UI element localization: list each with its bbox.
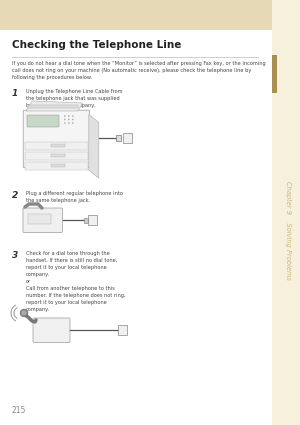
Text: 3: 3 [12,251,18,260]
Text: 215: 215 [12,406,26,415]
Circle shape [22,311,26,315]
Bar [51,164,64,167]
Bar [116,135,121,141]
Bar [25,152,88,160]
Text: Plug a different regular telephone into
the same telephone jack.: Plug a different regular telephone into … [26,191,123,203]
Bar [123,133,132,143]
Bar [28,214,50,224]
Bar [25,142,88,150]
Text: Chapter 9    Solving Problems: Chapter 9 Solving Problems [285,181,291,280]
Bar [84,218,88,223]
Circle shape [68,119,70,120]
Circle shape [72,122,74,124]
Circle shape [20,309,28,317]
Circle shape [64,122,66,124]
Bar [51,144,64,147]
Text: Checking the Telephone Line: Checking the Telephone Line [12,40,181,50]
Text: 2: 2 [12,191,18,200]
Circle shape [72,119,74,120]
FancyBboxPatch shape [23,110,90,167]
Polygon shape [26,101,82,111]
Bar [27,115,58,127]
Text: Check for a dial tone through the
handset. If there is still no dial tone,
repor: Check for a dial tone through the handse… [26,251,125,312]
Circle shape [68,122,70,124]
Bar [118,325,127,335]
FancyBboxPatch shape [23,208,62,232]
Text: If you do not hear a dial tone when the “Monitor” is selected after pressing Fax: If you do not hear a dial tone when the … [12,61,266,80]
Bar [25,162,88,170]
Circle shape [64,115,66,117]
Bar [272,0,276,425]
Bar [51,153,64,156]
Bar [28,105,77,108]
Polygon shape [89,114,99,178]
Text: Unplug the Telephone Line Cable from
the telephone jack that was supplied
by the: Unplug the Telephone Line Cable from the… [26,89,122,108]
Text: 1: 1 [12,89,18,98]
Bar [272,0,300,425]
Circle shape [72,115,74,117]
Bar [0,0,300,30]
Bar [272,55,277,93]
Circle shape [64,119,66,120]
Bar [88,215,97,225]
Circle shape [68,115,70,117]
FancyBboxPatch shape [33,318,70,343]
